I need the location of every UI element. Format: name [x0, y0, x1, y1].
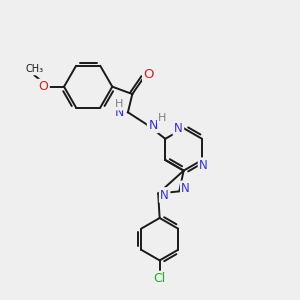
- Text: N: N: [174, 122, 183, 135]
- Text: O: O: [144, 68, 154, 81]
- Text: N: N: [182, 182, 190, 195]
- Text: N: N: [199, 159, 208, 172]
- Text: H: H: [115, 99, 123, 109]
- Text: N: N: [160, 188, 169, 202]
- Text: O: O: [38, 80, 48, 93]
- Text: N: N: [148, 119, 158, 132]
- Text: Cl: Cl: [154, 272, 166, 285]
- Text: H: H: [158, 112, 166, 123]
- Text: N: N: [114, 106, 124, 119]
- Text: CH₃: CH₃: [26, 64, 44, 74]
